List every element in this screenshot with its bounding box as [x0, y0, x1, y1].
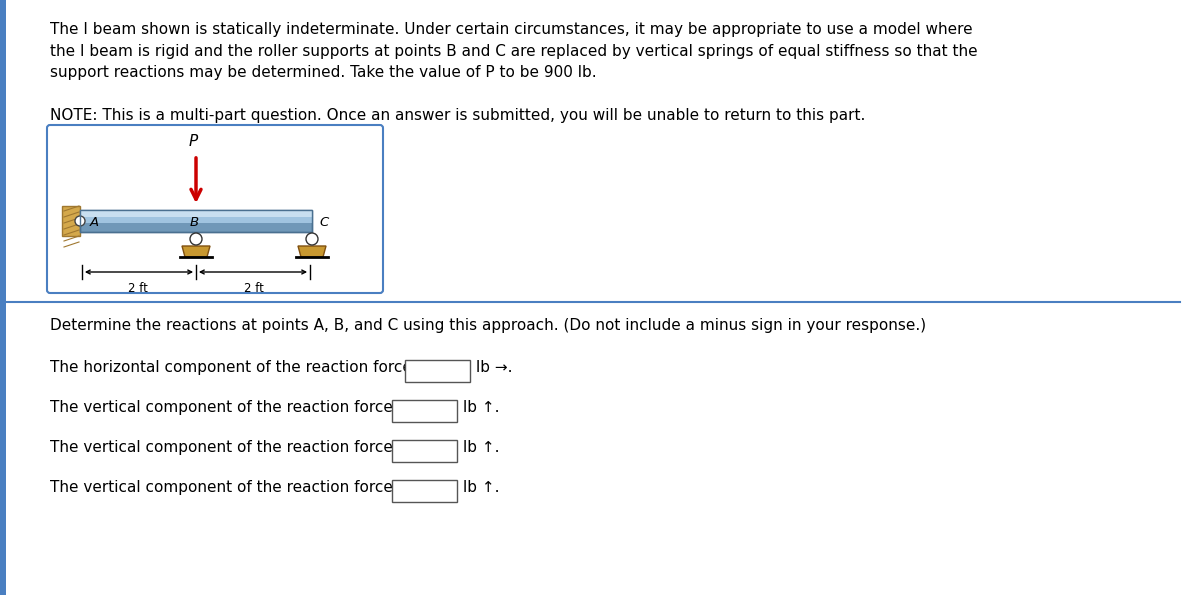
Polygon shape	[182, 246, 210, 257]
Text: The I beam shown is statically indeterminate. Under certain circumstances, it ma: The I beam shown is statically indetermi…	[50, 22, 978, 80]
Bar	[406, 360, 470, 382]
Text: The vertical component of the reaction force at C is: The vertical component of the reaction f…	[50, 480, 445, 495]
Bar	[392, 400, 457, 422]
Text: lb ↑.: lb ↑.	[463, 440, 499, 455]
Text: lb →.: lb →.	[476, 360, 512, 375]
Text: 2 ft: 2 ft	[128, 282, 148, 295]
Bar	[80, 210, 312, 217]
Bar	[80, 210, 312, 223]
FancyBboxPatch shape	[47, 125, 383, 293]
Circle shape	[74, 216, 85, 226]
Text: lb ↑.: lb ↑.	[463, 480, 499, 495]
Text: A: A	[90, 215, 100, 228]
Text: P: P	[188, 134, 198, 149]
Text: Determine the reactions at points A, B, and C using this approach. (Do not inclu: Determine the reactions at points A, B, …	[50, 318, 926, 333]
Text: lb ↑.: lb ↑.	[463, 400, 499, 415]
Circle shape	[190, 233, 202, 245]
Text: The horizontal component of the reaction force at A is: The horizontal component of the reaction…	[50, 360, 464, 375]
Polygon shape	[298, 246, 326, 257]
Text: NOTE: This is a multi-part question. Once an answer is submitted, you will be un: NOTE: This is a multi-part question. Onc…	[50, 108, 865, 123]
Bar	[62, 206, 80, 236]
Bar	[80, 210, 312, 232]
Circle shape	[306, 233, 318, 245]
Text: The vertical component of the reaction force at A is: The vertical component of the reaction f…	[50, 400, 445, 415]
Text: B: B	[190, 215, 198, 228]
Text: 2 ft: 2 ft	[244, 282, 264, 295]
Bar	[392, 480, 457, 502]
Text: The vertical component of the reaction force at B is: The vertical component of the reaction f…	[50, 440, 445, 455]
Bar	[0, 0, 6, 595]
Bar	[80, 210, 312, 232]
Bar	[392, 440, 457, 462]
Text: C: C	[319, 215, 329, 228]
